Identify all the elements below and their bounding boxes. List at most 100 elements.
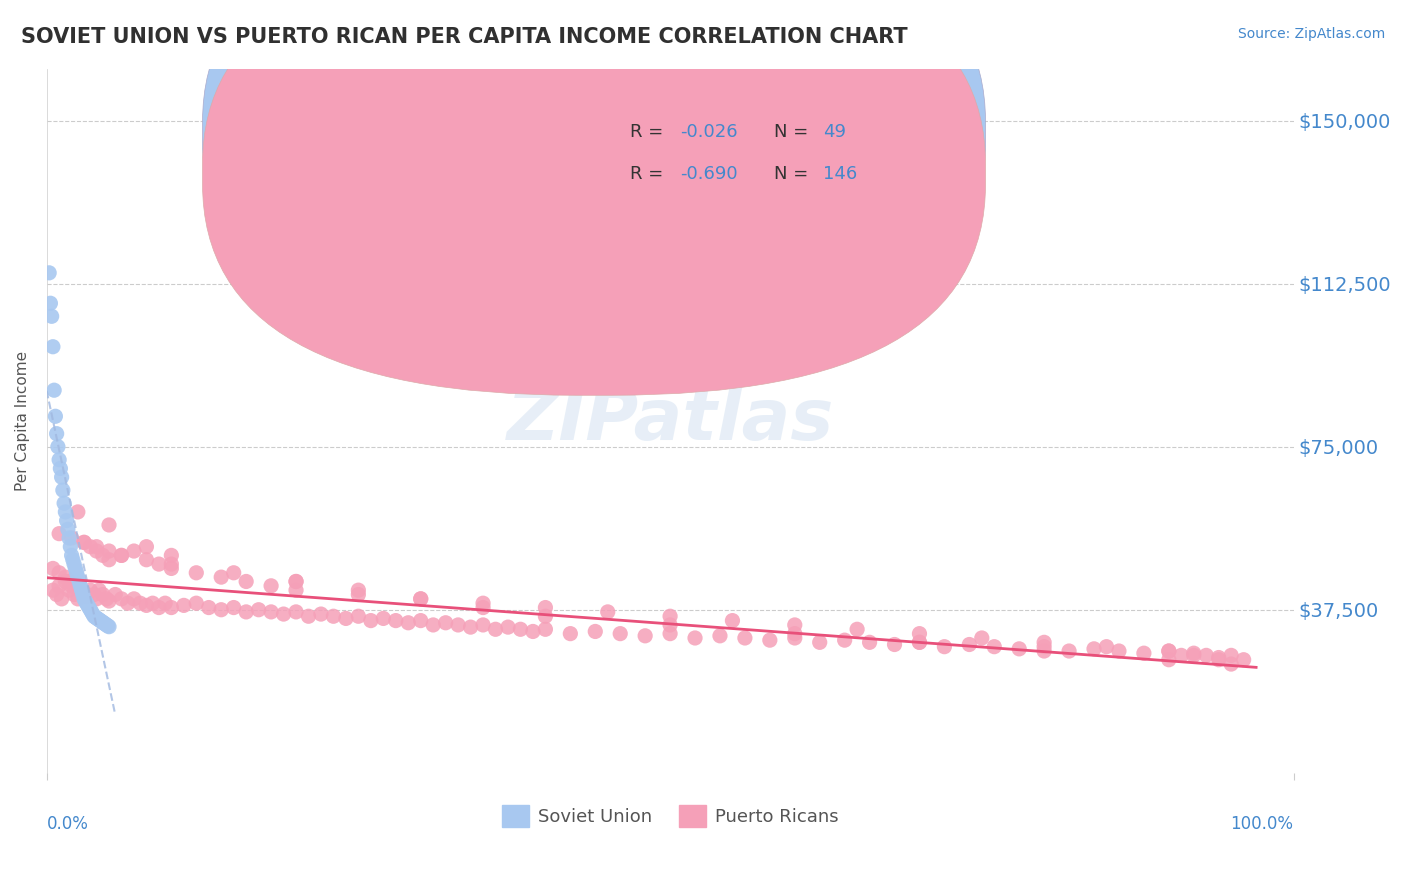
Point — [347, 583, 370, 598]
Point — [96, 591, 118, 606]
Legend: Soviet Union, Puerto Ricans: Soviet Union, Puerto Ricans — [495, 797, 846, 834]
Point — [970, 631, 993, 645]
Point — [62, 553, 84, 567]
Point — [1157, 644, 1180, 658]
Point — [60, 549, 83, 563]
Point — [73, 591, 96, 606]
Point — [1108, 644, 1130, 658]
Point — [484, 622, 506, 636]
Point — [79, 603, 101, 617]
Point — [273, 607, 295, 621]
Text: R =: R = — [630, 123, 669, 141]
Point — [82, 607, 104, 621]
Point — [347, 609, 370, 624]
FancyBboxPatch shape — [202, 0, 986, 353]
Point — [160, 600, 183, 615]
Point — [247, 603, 270, 617]
Point — [1133, 646, 1156, 660]
Point — [983, 640, 1005, 654]
Point — [73, 585, 96, 599]
Point — [1220, 648, 1243, 663]
Point — [122, 591, 145, 606]
Point — [66, 591, 89, 606]
Point — [496, 620, 519, 634]
Point — [117, 596, 139, 610]
Point — [63, 579, 86, 593]
Point — [87, 583, 110, 598]
Point — [472, 600, 495, 615]
Point — [49, 461, 72, 475]
Point — [44, 383, 66, 397]
Point — [73, 535, 96, 549]
Point — [634, 629, 657, 643]
Point — [91, 615, 114, 630]
Point — [1182, 648, 1205, 663]
Point — [60, 579, 83, 593]
Point — [53, 570, 76, 584]
Point — [89, 614, 111, 628]
Point — [285, 583, 308, 598]
Point — [59, 540, 82, 554]
Point — [260, 579, 283, 593]
Point — [808, 635, 831, 649]
Point — [67, 574, 90, 589]
Point — [98, 518, 121, 533]
FancyBboxPatch shape — [202, 0, 986, 395]
Point — [66, 570, 89, 584]
Point — [45, 426, 67, 441]
Point — [1195, 648, 1218, 663]
Point — [79, 583, 101, 598]
Point — [1033, 644, 1056, 658]
Point — [94, 617, 117, 632]
Point — [58, 531, 80, 545]
Point — [222, 600, 245, 615]
Point — [110, 549, 132, 563]
FancyBboxPatch shape — [538, 103, 963, 210]
Point — [1057, 644, 1080, 658]
Point — [65, 566, 87, 580]
Point — [409, 591, 432, 606]
Text: -0.690: -0.690 — [681, 165, 738, 183]
Point — [783, 626, 806, 640]
Text: 146: 146 — [824, 165, 858, 183]
Point — [934, 640, 956, 654]
Point — [73, 535, 96, 549]
Point — [51, 591, 73, 606]
Text: Source: ZipAtlas.com: Source: ZipAtlas.com — [1237, 27, 1385, 41]
Point — [70, 583, 93, 598]
Point — [52, 483, 75, 498]
Point — [309, 607, 332, 621]
Point — [596, 605, 619, 619]
Point — [69, 579, 91, 593]
Point — [534, 600, 557, 615]
Text: N =: N = — [773, 123, 814, 141]
Point — [41, 310, 63, 324]
Point — [48, 452, 70, 467]
Point — [583, 624, 606, 639]
Point — [1157, 644, 1180, 658]
Point — [76, 599, 98, 613]
Point — [235, 605, 257, 619]
Point — [883, 638, 905, 652]
Point — [86, 611, 108, 625]
Point — [409, 614, 432, 628]
Point — [721, 614, 744, 628]
Point — [135, 540, 157, 554]
Point — [609, 626, 631, 640]
Point — [38, 266, 60, 280]
Point — [104, 587, 127, 601]
Point — [360, 614, 382, 628]
Point — [55, 514, 77, 528]
Point — [1208, 650, 1230, 665]
Point — [173, 599, 195, 613]
Point — [384, 614, 406, 628]
Point — [48, 579, 70, 593]
Point — [86, 544, 108, 558]
Point — [135, 599, 157, 613]
Point — [1208, 653, 1230, 667]
Point — [534, 622, 557, 636]
Point — [98, 553, 121, 567]
Point — [422, 618, 444, 632]
Point — [42, 583, 65, 598]
Point — [297, 609, 319, 624]
